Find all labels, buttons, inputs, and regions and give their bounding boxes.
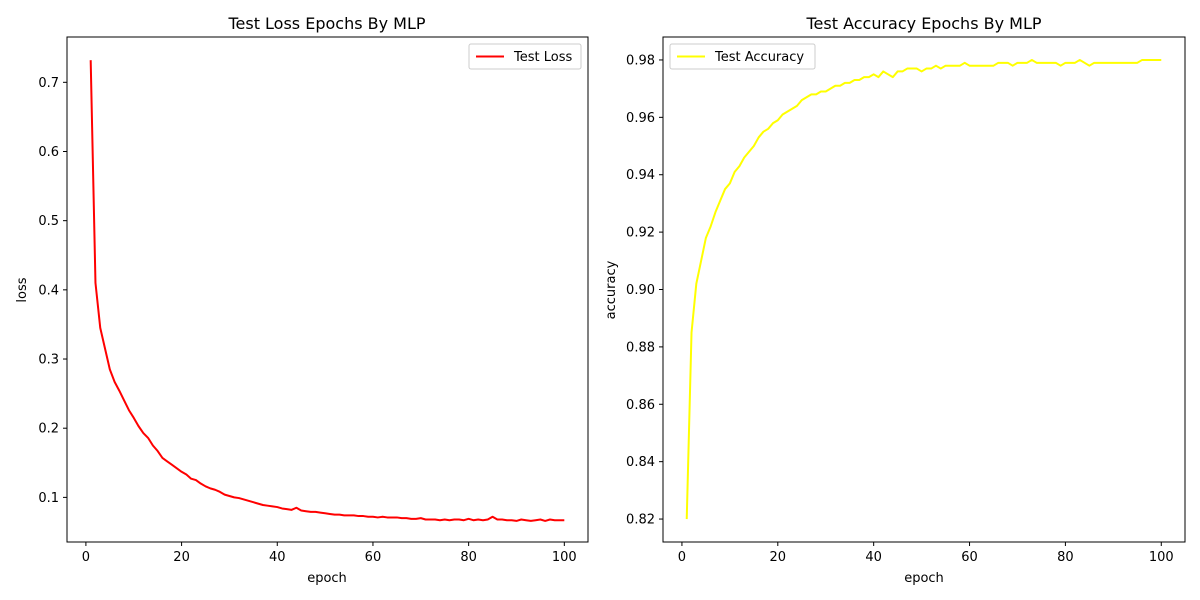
loss-y-tick-label-2: 0.3 (38, 353, 59, 368)
accuracy-x-axis-label: epoch (904, 571, 944, 586)
accuracy-plot-area (662, 36, 1186, 543)
accuracy-y-tick-label-4: 0.90 (626, 283, 655, 298)
accuracy-series (685, 58, 1162, 520)
accuracy-y-tick-label-7: 0.96 (626, 111, 655, 126)
accuracy-y-tick-label-1: 0.84 (626, 455, 655, 470)
loss-x-tick-label-0: 0 (82, 550, 90, 565)
loss-x-tick-label-1: 20 (173, 550, 190, 565)
loss-y-tick-label-6: 0.7 (38, 76, 59, 91)
loss-legend-label: Test Loss (513, 50, 572, 65)
accuracy-series-line-0 (685, 58, 1162, 520)
loss-y-tick-label-3: 0.4 (38, 283, 59, 298)
accuracy-legend-box (669, 43, 816, 70)
loss-y-tick-label-0: 0.1 (38, 491, 59, 506)
accuracy-y-tick-label-6: 0.94 (626, 168, 655, 183)
accuracy-legend-label: Test Accuracy (714, 50, 804, 65)
accuracy-legend: Test Accuracy (669, 43, 816, 70)
loss-x-tick-label-4: 80 (460, 550, 477, 565)
accuracy-chart: Test Accuracy Epochs By MLP 0 20 40 60 80 100… (604, 14, 1186, 586)
accuracy-x-tick-label-1: 20 (770, 550, 787, 565)
accuracy-y-tick-label-0: 0.82 (626, 513, 655, 528)
loss-x-axis-label: epoch (307, 571, 347, 586)
loss-x-tick-label-3: 60 (365, 550, 382, 565)
accuracy-x-tick-label-5: 100 (1149, 550, 1174, 565)
accuracy-y-tick-label-5: 0.92 (626, 226, 655, 241)
accuracy-chart-title: Test Accuracy Epochs By MLP (805, 14, 1041, 33)
loss-y-tick-label-1: 0.2 (38, 422, 59, 437)
accuracy-y-axis-label: accuracy (604, 260, 619, 319)
accuracy-y-tick-label-8: 0.98 (626, 53, 655, 68)
loss-x-tick-label-2: 40 (269, 550, 286, 565)
loss-legend: Test Loss (468, 43, 582, 70)
loss-axis-ticks: 0 20 40 60 80 100 0.1 0.2 0.3 0.4 0.5 0.6 0.7 (38, 76, 576, 565)
accuracy-x-tick-label-4: 80 (1057, 550, 1074, 565)
accuracy-x-tick-label-3: 60 (961, 550, 978, 565)
loss-series-line-0 (89, 60, 565, 522)
accuracy-axis-ticks: 0 20 40 60 80 100 0.82 0.84 0.86 0.88 0.90 0.92 0.94… (626, 53, 1174, 565)
accuracy-y-tick-label-2: 0.86 (626, 398, 655, 413)
accuracy-y-tick-label-3: 0.88 (626, 340, 655, 355)
loss-chart: Test Loss Epochs By MLP 0 20 40 60 80 1000.10… (15, 14, 589, 586)
loss-y-axis-label: loss (15, 277, 30, 302)
accuracy-x-tick-label-2: 40 (865, 550, 882, 565)
accuracy-x-tick-label-0: 0 (678, 550, 686, 565)
loss-y-tick-label-5: 0.6 (38, 145, 59, 160)
loss-legend-box (468, 43, 582, 70)
loss-series (89, 60, 565, 522)
loss-plot-area (66, 36, 589, 543)
loss-x-tick-label-5: 100 (552, 550, 577, 565)
loss-y-tick-label-4: 0.5 (38, 214, 59, 229)
loss-chart-title: Test Loss Epochs By MLP (227, 14, 425, 33)
